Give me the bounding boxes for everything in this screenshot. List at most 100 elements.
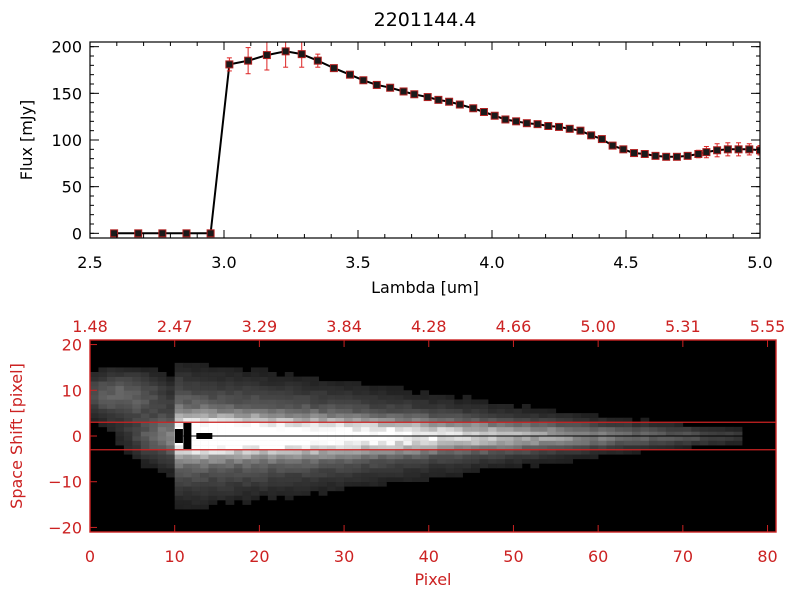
image-pixel	[377, 394, 387, 400]
image-pixel	[191, 381, 201, 387]
image-pixel	[208, 490, 218, 496]
image-pixel	[191, 394, 201, 400]
image-pixel	[352, 426, 362, 432]
image-pixel	[521, 449, 531, 455]
image-pixel	[335, 468, 345, 473]
image-pixel	[327, 426, 336, 432]
image-pixel	[361, 454, 370, 460]
data-point	[587, 131, 596, 140]
image-pixel	[377, 458, 387, 464]
image-pixel	[276, 376, 286, 382]
image-pixel	[665, 431, 675, 437]
image-pixel	[259, 490, 269, 496]
image-pixel	[301, 431, 311, 437]
image-pixel	[530, 449, 540, 455]
image-pixel	[174, 454, 184, 460]
image-pixel	[301, 399, 311, 405]
image-pixel	[547, 413, 557, 419]
image-pixel	[233, 490, 243, 496]
image-pixel	[318, 486, 328, 492]
image-pixel	[106, 376, 116, 382]
image-pixel	[200, 372, 209, 377]
image-pixel	[335, 390, 345, 396]
image-pixel	[623, 445, 633, 451]
image-pixel	[462, 449, 472, 455]
image-pixel	[132, 445, 142, 451]
image-pixel	[513, 417, 523, 423]
image-pixel	[538, 422, 548, 428]
image-pixel	[538, 413, 548, 419]
image-pixel	[504, 408, 514, 414]
image-pixel	[615, 431, 624, 437]
image-pixel	[115, 417, 125, 423]
image-pixel	[90, 390, 99, 396]
image-pixel	[276, 436, 286, 441]
image-pixel	[403, 463, 413, 469]
image-pixel	[615, 436, 624, 441]
image-pixel	[140, 449, 150, 455]
image-pixel	[411, 454, 421, 460]
image-pixel	[284, 458, 294, 464]
image-pixel	[411, 408, 421, 414]
image-pixel	[691, 440, 701, 446]
trace-marker	[196, 433, 213, 439]
image-pixel	[174, 449, 184, 455]
image-pixel	[267, 426, 277, 432]
data-point	[329, 64, 338, 73]
image-pixel	[598, 436, 607, 441]
image-pixel	[191, 436, 201, 441]
image-pixel	[310, 422, 319, 428]
image-pixel	[462, 394, 472, 400]
image-pixel	[344, 417, 353, 423]
image-pixel	[123, 449, 133, 455]
image-pixel	[344, 385, 353, 391]
image-pixel	[183, 500, 192, 505]
image-pixel	[496, 449, 506, 455]
image-pixel	[318, 440, 328, 446]
image-pixel	[301, 449, 311, 455]
image-pixel	[276, 440, 286, 446]
image-pixel	[250, 426, 260, 432]
image-pixel	[225, 408, 235, 414]
image-pixel	[377, 436, 387, 441]
data-point	[662, 152, 671, 161]
image-pixel	[445, 399, 455, 405]
image-pixel	[276, 458, 286, 464]
image-pixel	[335, 440, 345, 446]
image-pixel	[411, 436, 421, 441]
image-pixel	[386, 477, 396, 483]
image-pixel	[140, 413, 150, 419]
image-pixel	[361, 463, 370, 469]
image-pixel	[208, 472, 218, 478]
image-pixel	[403, 431, 413, 437]
image-pixel	[98, 404, 108, 409]
image-pixel	[183, 417, 192, 423]
image-pixel	[377, 481, 387, 487]
image-pixel	[462, 426, 472, 432]
image-pixel	[183, 385, 192, 391]
image-pixel	[183, 376, 192, 382]
image-pixel	[284, 417, 294, 423]
top-wavelength-label: 5.55	[750, 317, 786, 336]
image-pixel	[233, 426, 243, 432]
image-pixel	[233, 372, 243, 377]
top-wavelength-label: 5.00	[580, 317, 616, 336]
image-pixel	[200, 481, 209, 487]
image-pixel	[132, 454, 142, 460]
image-pixel	[284, 422, 294, 428]
image-pixel	[149, 449, 159, 455]
image-pixel	[174, 417, 184, 423]
image-pixel	[352, 399, 362, 405]
image-pixel	[267, 454, 277, 460]
image-pixel	[572, 417, 582, 423]
image-pixel	[479, 458, 489, 464]
image-pixel	[479, 404, 489, 409]
image-pixel	[242, 417, 252, 423]
image-pixel	[242, 458, 252, 464]
image-pixel	[310, 394, 319, 400]
image-pixel	[225, 486, 235, 492]
image-pixel	[217, 454, 226, 460]
data-point	[533, 120, 542, 129]
image-pixel	[369, 394, 379, 400]
image-pixel	[555, 458, 565, 464]
